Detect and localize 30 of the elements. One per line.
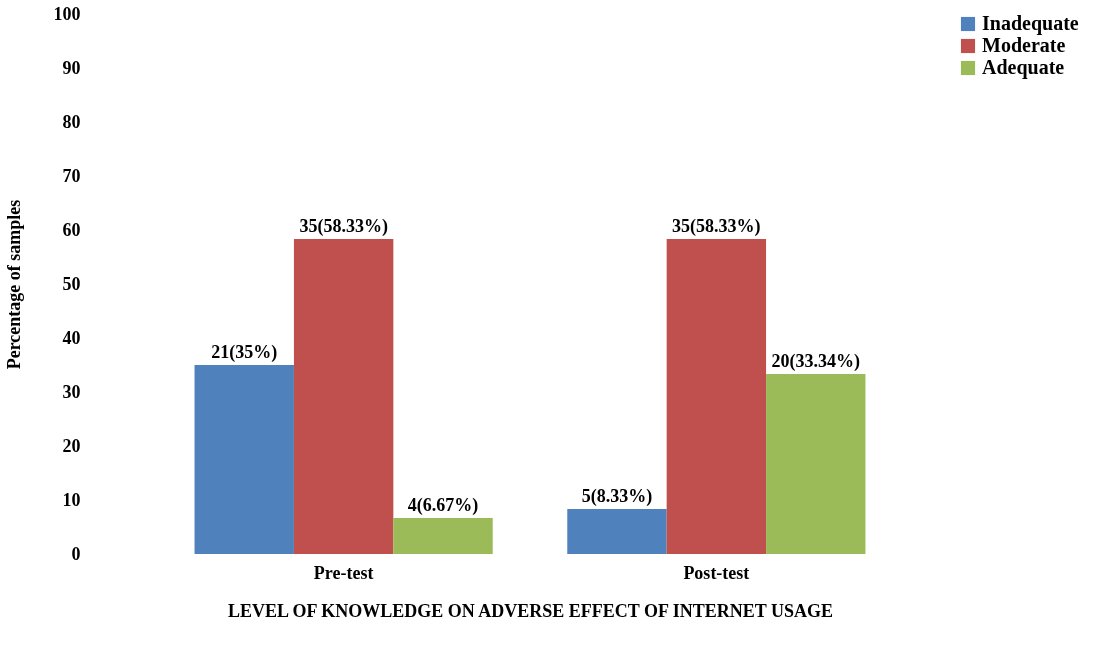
bar: [393, 517, 493, 554]
x-axis-title: LEVEL OF KNOWLEDGE ON ADVERSE EFFECT OF INTERNET USAGE: [227, 600, 834, 621]
y-tick-label: 80: [62, 111, 81, 132]
y-tick-label: 30: [62, 381, 81, 402]
bar: [567, 509, 667, 554]
y-tick-label: 10: [62, 489, 81, 510]
y-tick-label: 90: [62, 57, 81, 78]
y-tick-label: 20: [62, 435, 81, 456]
x-tick-label: Pre-test: [313, 562, 374, 583]
y-tick-label: 50: [62, 273, 81, 294]
data-label: 35(58.33%): [672, 216, 761, 238]
legend-label: Moderate: [982, 34, 1066, 56]
data-label: 35(58.33%): [299, 216, 388, 238]
data-label: 21(35%): [211, 342, 278, 363]
legend-label: Inadequate: [982, 12, 1079, 35]
data-label: 5(8.33%): [581, 486, 653, 508]
data-label: 4(6.67%): [407, 494, 479, 516]
bar: [666, 239, 767, 554]
y-tick-label: 100: [53, 3, 81, 24]
y-tick-label: 40: [62, 327, 81, 348]
data-label: 20(33.34%): [771, 350, 861, 372]
bar: [194, 365, 294, 554]
bar: [766, 373, 866, 554]
y-axis-title: Percentage of samples: [3, 199, 24, 370]
y-tick-label: 70: [62, 165, 81, 186]
x-tick-label: Post-test: [683, 562, 750, 583]
legend-label: Adequate: [982, 56, 1065, 79]
y-tick-label: 60: [62, 219, 81, 240]
bar: [293, 239, 394, 554]
y-tick-label: 0: [71, 543, 81, 564]
